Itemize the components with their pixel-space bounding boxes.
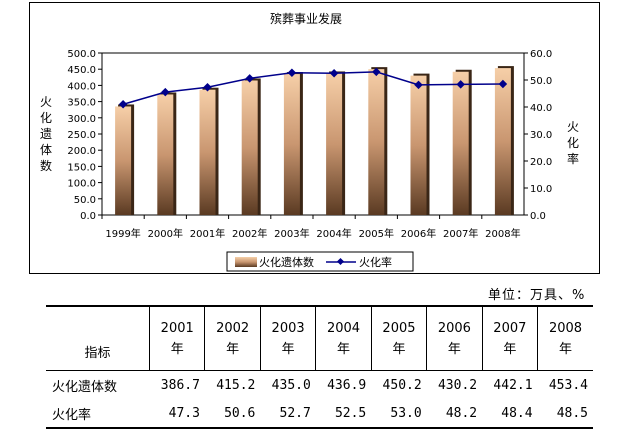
header-year: 2008 年 xyxy=(537,305,593,371)
x-tick-label: 2008年 xyxy=(485,227,520,240)
left-tick-label: 500.0 xyxy=(67,49,96,60)
table-cell: 442.1 xyxy=(493,377,533,393)
line-point xyxy=(287,68,297,77)
left-tick-label: 200.0 xyxy=(67,146,96,157)
x-tick-label: 2004年 xyxy=(316,227,351,240)
chart-legend: 火化遗体数 火化率 xyxy=(226,251,414,272)
header-year: 2007 年 xyxy=(481,305,538,371)
row-label: 火化遗体数 xyxy=(52,379,118,395)
header-year: 2001 年 xyxy=(148,305,205,371)
bar xyxy=(410,75,427,215)
header-year: 2004 年 xyxy=(315,305,372,371)
x-tick-label: 2003年 xyxy=(274,227,309,240)
bar xyxy=(494,68,511,216)
legend-line-label: 火化率 xyxy=(359,255,392,269)
right-tick-label: 40.0 xyxy=(530,103,552,114)
chart-title: 殡葬事业发展 xyxy=(270,11,342,26)
line-point xyxy=(329,69,339,78)
table-cell: 50.6 xyxy=(204,399,261,429)
right-tick-label: 50.0 xyxy=(530,76,552,87)
table-cell: 52.5 xyxy=(315,399,372,429)
left-tick-label: 450.0 xyxy=(67,65,96,76)
left-tick-label: 400.0 xyxy=(67,81,96,92)
chart-panel: 殡葬事业发展 500.0 450.0 400.0 350.0 300.0 250.0 200… xyxy=(29,2,600,274)
bar xyxy=(452,71,469,215)
table-cell: 53.0 xyxy=(371,399,427,429)
table-header-row: 指标 2001 年 2002 年 2003 年 2004 年 2005 年 2006 年 2007 年 20… xyxy=(46,305,593,371)
line-point xyxy=(456,80,465,89)
line-point xyxy=(245,74,254,83)
table-row: 火化遗体数 386.7 415.2 435.0 436.9 450.2 430.2 442.1… xyxy=(46,371,593,400)
left-tick-label: 300.0 xyxy=(67,114,96,125)
header-year: 2002 年 xyxy=(204,305,261,371)
table-cell: 415.2 xyxy=(216,377,256,393)
plot-area: 500.0 450.0 400.0 350.0 300.0 250.0 200.0 150.0… xyxy=(67,49,552,240)
table-cell: 48.4 xyxy=(482,399,538,429)
line-series xyxy=(122,71,503,106)
chart-svg: 殡葬事业发展 500.0 450.0 400.0 350.0 300.0 250.0 200… xyxy=(40,11,579,272)
header-year: 2005 年 xyxy=(370,305,427,371)
right-tick-label: 60.0 xyxy=(530,49,552,60)
table-cell: 450.2 xyxy=(382,377,422,393)
table-row: 火化率 47.3 50.6 52.7 52.5 53.0 48.2 48.4 48.5 xyxy=(46,399,593,429)
right-tick-label: 20.0 xyxy=(530,157,552,168)
x-tick-label: 2006年 xyxy=(401,227,436,240)
x-tick-label: 2007年 xyxy=(443,227,478,240)
legend-bar-swatch xyxy=(235,257,257,267)
right-tick-label: 10.0 xyxy=(530,184,552,195)
left-tick-label: 100.0 xyxy=(67,179,96,190)
bar xyxy=(157,94,174,215)
line-point xyxy=(498,79,508,89)
line-point xyxy=(414,80,423,90)
right-tick-label: 30.0 xyxy=(530,130,552,141)
left-tick-label: 150.0 xyxy=(67,162,96,173)
left-tick-label: 0.0 xyxy=(80,211,96,222)
right-tick-label: 0.0 xyxy=(530,211,546,222)
x-tick-label: 2002年 xyxy=(232,227,267,240)
header-year: 2003 年 xyxy=(259,305,316,371)
unit-note: 单位：万具、% xyxy=(488,288,586,303)
table-cell: 436.9 xyxy=(327,377,367,393)
table-cell: 430.2 xyxy=(437,377,478,393)
left-tick-label: 50.0 xyxy=(74,195,96,206)
bar xyxy=(241,80,258,216)
table-cell: 48.2 xyxy=(426,399,483,429)
bar xyxy=(199,89,216,215)
left-axis-label: 火化遗体数 xyxy=(40,95,52,173)
x-tick-label: 1999年 xyxy=(105,227,140,240)
x-tick-label: 2005年 xyxy=(359,227,394,240)
left-tick-label: 250.0 xyxy=(67,130,96,141)
header-year: 2006 年 xyxy=(426,305,483,371)
left-tick-label: 350.0 xyxy=(67,98,96,109)
right-axis-label: 火化率 xyxy=(567,120,579,166)
bar xyxy=(283,74,300,215)
row-label: 火化率 xyxy=(46,399,150,429)
header-indicator: 指标 xyxy=(46,305,150,371)
table-cell: 48.5 xyxy=(537,399,593,429)
legend-bar-label: 火化遗体数 xyxy=(259,255,314,269)
table-cell: 453.4 xyxy=(548,377,588,393)
table-cell: 386.7 xyxy=(160,377,200,393)
table-cell: 52.7 xyxy=(260,399,316,429)
x-tick-label: 2000年 xyxy=(148,227,183,240)
line-point xyxy=(118,100,128,109)
bar xyxy=(115,106,132,215)
x-tick-label: 2001年 xyxy=(190,227,225,240)
line-point xyxy=(203,83,212,92)
line-point xyxy=(372,67,381,77)
line-point xyxy=(161,87,170,97)
table-cell: 47.3 xyxy=(149,399,205,429)
bar xyxy=(326,73,343,215)
data-table: 指标 2001 年 2002 年 2003 年 2004 年 2005 年 2006 年 2007 年 20… xyxy=(46,305,593,429)
bar xyxy=(368,69,385,216)
table-cell: 435.0 xyxy=(271,377,311,393)
